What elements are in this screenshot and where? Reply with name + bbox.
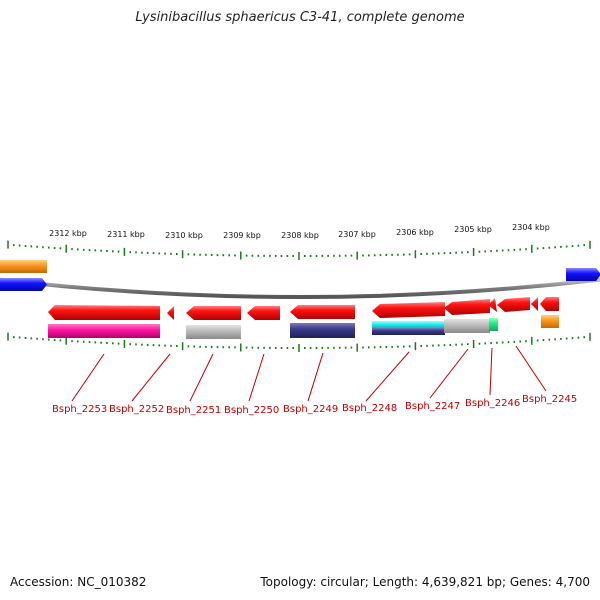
gene-label-bsph-2248: Bsph_2248 [342, 403, 397, 414]
gene-bsph-2246[interactable] [488, 298, 497, 312]
gene-bsph-2250[interactable] [247, 306, 280, 320]
gene-bsph-2247[interactable] [444, 299, 490, 315]
gene-bsph-2245[interactable] [540, 297, 559, 311]
tick-label-2310: 2310 kbp [165, 231, 203, 240]
label-leader-lines [71, 345, 547, 402]
gene-bsph-2249[interactable] [290, 305, 355, 319]
tick-label-2309: 2309 kbp [223, 231, 261, 240]
tick-labels: 2312 kbp 2311 kbp 2310 kbp 2309 kbp 2308… [49, 223, 550, 240]
edge-feature-blue-right[interactable] [566, 268, 600, 281]
tick-label-2312: 2312 kbp [49, 229, 87, 238]
gene-bsph-2252[interactable] [167, 306, 174, 320]
tick-label-2304: 2304 kbp [512, 223, 550, 232]
category-bar-gray-2[interactable] [444, 319, 490, 333]
gene-label-bsph-2250: Bsph_2250 [224, 405, 279, 416]
gene-label-bsph-2253: Bsph_2253 [52, 404, 107, 415]
gene-arrows [48, 297, 559, 320]
genome-summary: Topology: circular; Length: 4,639,821 bp… [260, 575, 590, 589]
category-bar-navy-2[interactable] [372, 328, 445, 335]
leader-bsph-2248 [365, 351, 410, 402]
tick-label-2308: 2308 kbp [281, 231, 319, 240]
leader-bsph-2252 [131, 353, 171, 402]
edge-feature-blue-left[interactable] [0, 278, 47, 291]
gene-bsph-2245a[interactable] [497, 297, 530, 312]
gene-label-bsph-2246: Bsph_2246 [465, 398, 520, 409]
accession-text: Accession: NC_010382 [10, 575, 147, 589]
gene-label-bsph-2252: Bsph_2252 [109, 404, 164, 415]
edge-feature-orange[interactable] [0, 260, 47, 273]
tick-label-2306: 2306 kbp [396, 228, 434, 237]
leader-bsph-2253 [71, 353, 105, 402]
category-bar-orange[interactable] [541, 315, 559, 328]
gene-label-bsph-2249: Bsph_2249 [283, 404, 338, 415]
gene-label-bsph-2247: Bsph_2247 [405, 401, 460, 412]
upper-tick-marks [7, 240, 591, 260]
category-bars [48, 315, 559, 339]
gene-label-bsph-2251: Bsph_2251 [166, 405, 221, 416]
category-bar-cyan[interactable] [372, 321, 445, 329]
tick-label-2305: 2305 kbp [454, 225, 492, 234]
leader-bsph-2247 [429, 348, 469, 399]
gene-bsph-2245b[interactable] [531, 297, 538, 311]
leader-bsph-2245 [515, 345, 547, 392]
leader-bsph-2246 [489, 347, 493, 396]
gene-bsph-2248[interactable] [372, 302, 445, 318]
gene-bsph-2251[interactable] [186, 306, 241, 320]
tick-label-2307: 2307 kbp [338, 230, 376, 239]
genome-backbone [0, 277, 600, 299]
category-bar-navy-1[interactable] [290, 323, 355, 338]
leader-bsph-2249 [307, 352, 324, 402]
category-bar-magenta[interactable] [48, 324, 160, 338]
gene-bsph-2253[interactable] [48, 305, 160, 320]
lower-tick-marks [7, 332, 591, 352]
gene-labels: Bsph_2253 Bsph_2252 Bsph_2251 Bsph_2250 … [52, 394, 577, 416]
leader-bsph-2251 [189, 353, 214, 402]
genome-title: Lysinibacillus sphaericus C3-41, complet… [135, 10, 465, 25]
category-bar-gray-1[interactable] [186, 325, 241, 339]
category-bar-green[interactable] [489, 318, 498, 331]
gene-label-bsph-2245: Bsph_2245 [522, 394, 577, 405]
leader-bsph-2250 [248, 353, 265, 402]
tick-label-2311: 2311 kbp [107, 230, 145, 239]
